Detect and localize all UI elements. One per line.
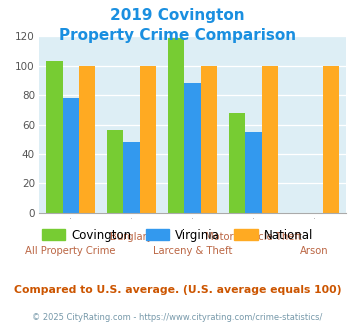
Bar bbox=[168, 38, 184, 213]
Text: © 2025 CityRating.com - https://www.cityrating.com/crime-statistics/: © 2025 CityRating.com - https://www.city… bbox=[32, 314, 323, 322]
Bar bbox=[140, 66, 156, 213]
Text: Larceny & Theft: Larceny & Theft bbox=[153, 246, 232, 256]
Text: Compared to U.S. average. (U.S. average equals 100): Compared to U.S. average. (U.S. average … bbox=[14, 285, 341, 295]
Text: Arson: Arson bbox=[300, 246, 329, 256]
Text: Property Crime Comparison: Property Crime Comparison bbox=[59, 28, 296, 43]
Bar bbox=[229, 113, 245, 213]
Bar bbox=[107, 130, 124, 213]
Text: Motor Vehicle Theft: Motor Vehicle Theft bbox=[205, 232, 302, 242]
Bar bbox=[262, 66, 278, 213]
Text: All Property Crime: All Property Crime bbox=[26, 246, 116, 256]
Bar bbox=[79, 66, 95, 213]
Bar bbox=[245, 132, 262, 213]
Legend: Covington, Virginia, National: Covington, Virginia, National bbox=[37, 224, 318, 247]
Text: 2019 Covington: 2019 Covington bbox=[110, 8, 245, 23]
Bar bbox=[201, 66, 217, 213]
Bar bbox=[46, 61, 62, 213]
Bar bbox=[124, 142, 140, 213]
Bar bbox=[184, 83, 201, 213]
Bar bbox=[62, 98, 79, 213]
Text: Burglary: Burglary bbox=[110, 232, 153, 242]
Bar bbox=[323, 66, 339, 213]
